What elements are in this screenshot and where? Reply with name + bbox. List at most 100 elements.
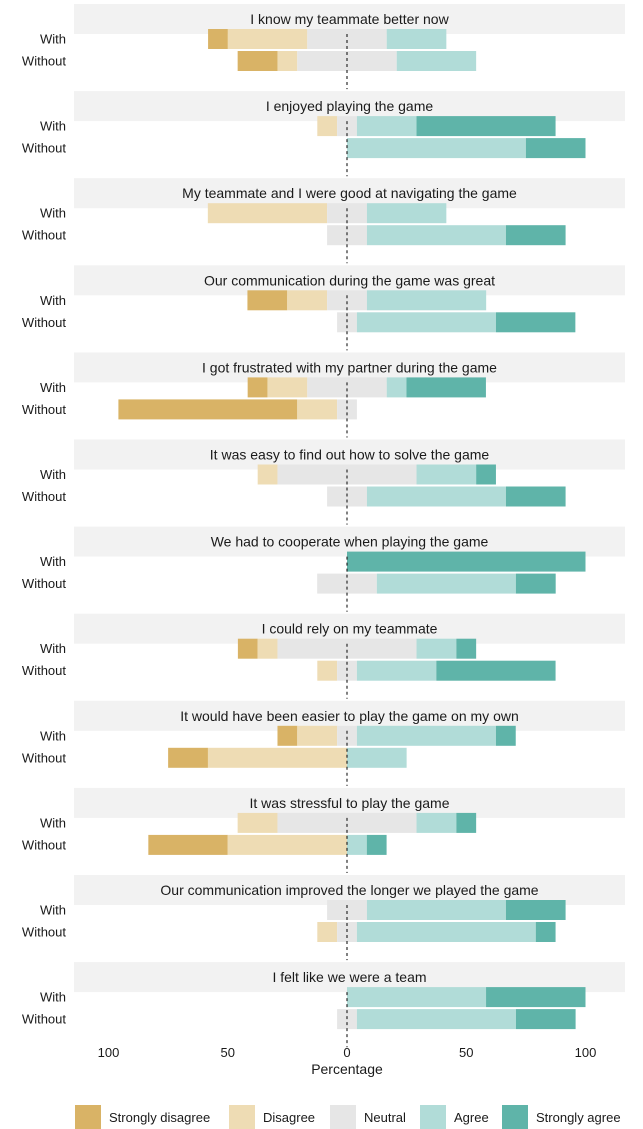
row-label: Without [22, 576, 66, 591]
panel: It was easy to find out how to solve the… [22, 439, 625, 507]
bar-agree [356, 725, 496, 746]
x-tick-label: 0 [343, 1045, 350, 1060]
panel: We had to cooperate when playing the gam… [22, 526, 625, 594]
bar-disagree [207, 203, 328, 224]
legend-item: Strongly disagree [75, 1105, 210, 1129]
bar-agree [366, 900, 506, 920]
legend-label: Strongly agree [536, 1110, 621, 1125]
bar-strongly-agree [486, 987, 586, 1008]
legend-swatch [420, 1105, 446, 1129]
bar-disagree [317, 922, 338, 942]
bar-neutral [327, 290, 367, 311]
panel: Our communication during the game was gr… [22, 265, 625, 333]
bar-agree [416, 812, 457, 833]
panel-title: Our communication during the game was gr… [204, 272, 495, 288]
bar-neutral [277, 464, 417, 485]
panel: I got frustrated with my partner during … [22, 352, 625, 420]
row-label: With [40, 554, 66, 569]
panel: It was stressful to play the game With Wit… [22, 787, 625, 855]
row-label: Without [22, 141, 66, 156]
row-label: With [40, 903, 66, 918]
bar-strongly-agree [347, 551, 586, 572]
row-label: With [40, 32, 66, 47]
bar-agree [347, 138, 526, 159]
bar-strongly-disagree [247, 377, 268, 398]
bar-neutral [327, 203, 367, 224]
panel: It would have been easier to play the ga… [22, 700, 625, 768]
bar-neutral [277, 812, 417, 833]
legend-swatch [330, 1105, 356, 1129]
legend-label: Agree [454, 1110, 489, 1125]
bar-strongly-agree [366, 834, 387, 855]
legend-label: Strongly disagree [109, 1110, 210, 1125]
row-label: Without [22, 402, 66, 417]
bar-agree [366, 225, 506, 246]
panel-title: It would have been easier to play the ga… [180, 708, 519, 724]
bar-disagree [287, 290, 328, 311]
bar-agree [347, 987, 487, 1008]
panel: I could rely on my teammate With Without [22, 613, 625, 681]
bar-disagree [297, 725, 338, 746]
panel-title: I got frustrated with my partner during … [202, 359, 497, 375]
bar-agree [356, 922, 536, 942]
x-tick-label: 100 [575, 1045, 597, 1060]
bar-strongly-agree [495, 312, 576, 333]
legend-item: Neutral [330, 1105, 406, 1129]
bar-disagree [257, 638, 278, 659]
bar-disagree [317, 660, 338, 681]
bar-strongly-agree [515, 1009, 576, 1030]
bar-strongly-disagree [247, 290, 288, 311]
bar-neutral [337, 725, 357, 746]
bar-agree [347, 834, 367, 855]
legend-item: Strongly agree [502, 1105, 621, 1129]
bar-strongly-disagree [208, 29, 228, 49]
panel-title: It was stressful to play the game [250, 795, 450, 811]
panel-title: My teammate and I were good at navigatin… [182, 185, 517, 201]
panel-title: I know my teammate better now [250, 11, 449, 27]
legend-label: Neutral [364, 1110, 406, 1125]
bar-agree [356, 116, 417, 137]
panel-title: Our communication improved the longer we… [160, 882, 538, 898]
bar-agree [366, 486, 506, 507]
row-label: Without [22, 1012, 66, 1027]
bar-strongly-disagree [168, 747, 208, 768]
bar-agree [356, 1009, 516, 1030]
legend-swatch [75, 1105, 101, 1129]
bar-agree [416, 638, 457, 659]
bar-neutral [307, 377, 387, 398]
x-tick-label: 50 [459, 1045, 473, 1060]
bar-disagree [317, 116, 338, 137]
row-label: Without [22, 315, 66, 330]
bar-strongly-agree [456, 812, 477, 833]
bar-disagree [277, 51, 298, 71]
panel: Our communication improved the longer we… [22, 875, 625, 942]
bar-agree [347, 747, 407, 768]
bar-disagree [227, 29, 308, 49]
row-label: Without [22, 663, 66, 678]
panel-title: I enjoyed playing the game [266, 98, 434, 114]
bar-strongly-disagree [237, 638, 258, 659]
panel-title: It was easy to find out how to solve the… [210, 447, 490, 463]
bar-strongly-agree [505, 900, 566, 920]
bar-agree [416, 464, 477, 485]
panels-group: I know my teammate better now With Without… [22, 4, 625, 1030]
legend-swatch [229, 1105, 255, 1129]
panel-title: I could rely on my teammate [262, 621, 438, 637]
row-label: Without [22, 837, 66, 852]
bar-agree [356, 660, 437, 681]
bar-disagree [257, 464, 278, 485]
bar-strongly-agree [436, 660, 556, 681]
row-label: Without [22, 228, 66, 243]
bar-strongly-agree [495, 725, 516, 746]
bar-strongly-agree [456, 638, 477, 659]
x-tick-label: 50 [221, 1045, 235, 1060]
bar-disagree [297, 399, 338, 420]
legend-label: Disagree [263, 1110, 315, 1125]
bar-neutral [277, 638, 417, 659]
bar-disagree [207, 747, 347, 768]
legend: Strongly disagree Disagree Neutral Agree Str… [75, 1105, 621, 1129]
row-label: With [40, 206, 66, 221]
row-label: With [40, 293, 66, 308]
row-label: With [40, 380, 66, 395]
